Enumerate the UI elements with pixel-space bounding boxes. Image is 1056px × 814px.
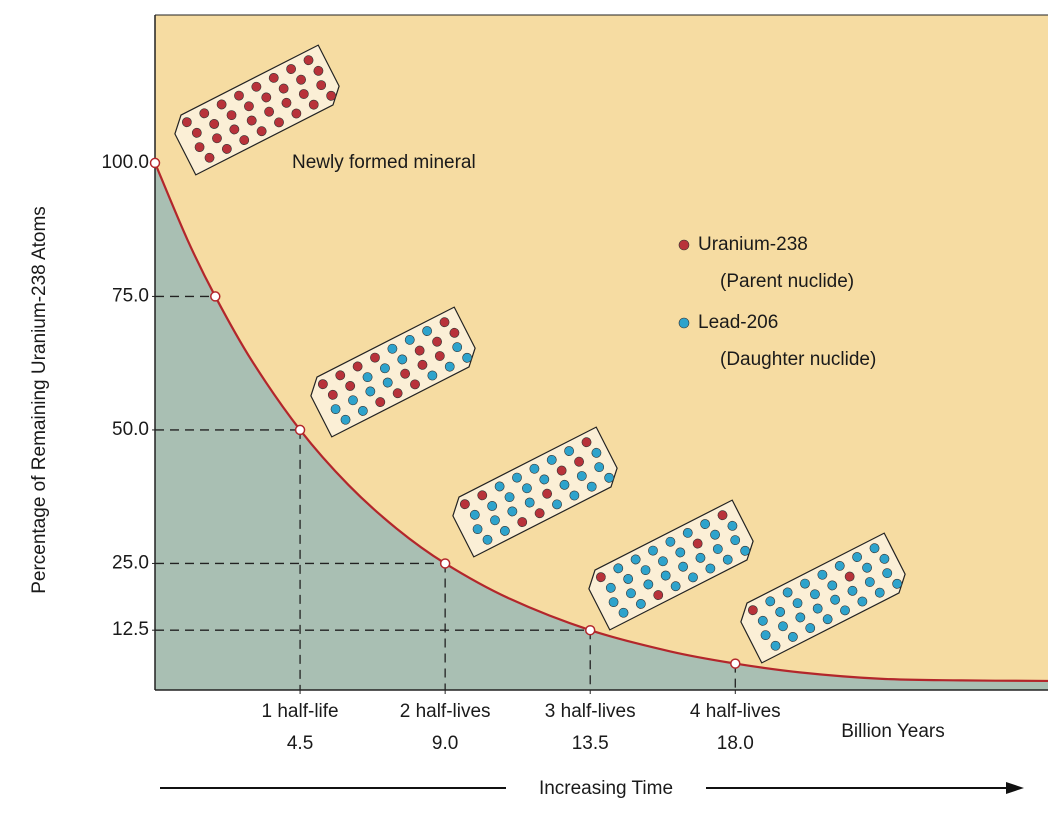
time-arrow-head (1006, 782, 1024, 794)
data-point (586, 626, 595, 635)
chart: Percentage of Remaining Uranium-238 Atom… (0, 0, 1056, 814)
data-point (151, 158, 160, 167)
y-axis-label: Percentage of Remaining Uranium-238 Atom… (29, 206, 50, 594)
legend-note: (Parent nuclide) (720, 271, 854, 292)
legend-marker (679, 318, 689, 328)
data-point (211, 292, 220, 301)
x-tick-label: 13.5 (572, 733, 609, 754)
y-tick-label: 50.0 (112, 419, 149, 440)
y-tick-label: 25.0 (112, 552, 149, 573)
time-arrow-label: Increasing Time (539, 778, 673, 799)
x-tick-label: 18.0 (717, 733, 754, 754)
x-tick-label: 4.5 (287, 733, 313, 754)
legend-label: Lead-206 (698, 312, 778, 333)
x-tick-name: 4 half-lives (690, 701, 781, 722)
x-tick-name: 2 half-lives (400, 701, 491, 722)
x-axis-label: Billion Years (841, 721, 945, 742)
y-tick-label: 100.0 (101, 152, 149, 173)
annotation: Newly formed mineral (292, 152, 476, 173)
x-tick-label: 9.0 (432, 733, 458, 754)
y-tick-label: 75.0 (112, 285, 149, 306)
x-tick-name: 3 half-lives (545, 701, 636, 722)
data-point (296, 425, 305, 434)
legend-note: (Daughter nuclide) (720, 349, 876, 370)
legend-label: Uranium-238 (698, 234, 808, 255)
legend-marker (679, 240, 689, 250)
data-point (731, 659, 740, 668)
y-tick-label: 12.5 (112, 619, 149, 640)
x-tick-name: 1 half-life (262, 701, 339, 722)
data-point (441, 559, 450, 568)
